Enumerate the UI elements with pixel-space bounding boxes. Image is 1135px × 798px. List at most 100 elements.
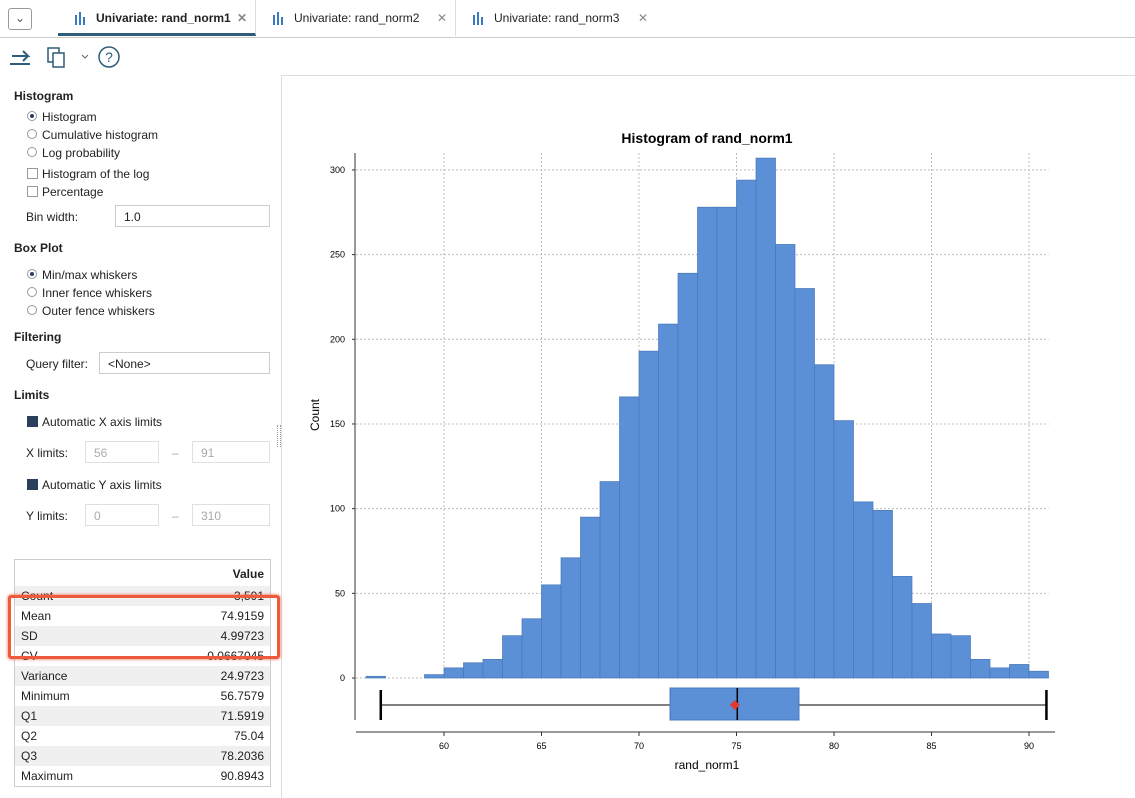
chart-title: Histogram of rand_norm1 (621, 130, 792, 146)
stat-value: 90.8943 (220, 769, 264, 783)
bar (463, 662, 484, 679)
stats-row: SD 4.99723 (15, 626, 270, 646)
close[interactable]: ✕ (236, 11, 247, 25)
checkbox[interactable] (27, 479, 38, 490)
splitter[interactable] (277, 425, 281, 447)
bar (716, 206, 737, 679)
bar (365, 675, 386, 679)
checkbox-label[interactable]: Histogram of the log (42, 167, 150, 181)
tab[interactable]: Univariate: rand_norm1 ✕ (58, 0, 256, 36)
stats-row: Q2 75.04 (15, 726, 270, 746)
y-tick-label: 100 (330, 504, 345, 514)
stats-row: Mean 74.9159 (15, 606, 270, 626)
tab-label: Univariate: rand_norm3 (494, 11, 620, 25)
y-tick-label: 200 (330, 334, 345, 344)
checkbox[interactable] (27, 186, 38, 197)
radio[interactable] (27, 305, 37, 315)
checkbox-label[interactable]: Percentage (42, 185, 104, 199)
x-tick-label: 60 (439, 741, 449, 751)
y-tick-label: 50 (335, 588, 345, 598)
bar (814, 364, 835, 679)
query-select[interactable]: <None> (99, 352, 270, 374)
radio-label[interactable]: Cumulative histogram (42, 128, 159, 142)
tab-label: Univariate: rand_norm2 (294, 11, 420, 25)
radio[interactable] (27, 287, 37, 297)
stats-row: Variance 24.9723 (15, 666, 270, 686)
radio[interactable] (27, 269, 37, 279)
checkbox-label[interactable]: Automatic X axis limits (42, 415, 163, 429)
y-max-input[interactable]: 310 (192, 504, 270, 526)
bar (931, 633, 952, 679)
checkbox[interactable] (27, 168, 38, 179)
bar (580, 516, 601, 679)
x-min-input[interactable]: 56 (85, 441, 159, 463)
copy-icon (52, 52, 65, 68)
x-max-input[interactable]: 91 (192, 441, 270, 463)
bar (658, 323, 679, 679)
stat-label: Mean (21, 609, 52, 623)
checkbox-label[interactable]: Automatic Y axis limits (42, 478, 162, 492)
bar (697, 206, 718, 679)
radio[interactable] (27, 111, 37, 121)
radio[interactable] (27, 147, 37, 157)
bar (970, 659, 991, 679)
dash: – (172, 509, 179, 523)
tab[interactable]: Univariate: rand_norm3 ✕ (456, 0, 656, 36)
bar (736, 179, 757, 679)
stat-label: Q1 (21, 709, 38, 723)
bin-width-input[interactable]: 1.0 (115, 205, 270, 227)
bar (443, 667, 464, 679)
bar (1009, 664, 1030, 679)
bar (502, 635, 523, 679)
radio-label[interactable]: Log probability (42, 146, 121, 160)
radio-label[interactable]: Inner fence whiskers (42, 286, 153, 300)
x-tick-label: 70 (634, 741, 644, 751)
stat-value: 4.99723 (220, 629, 264, 643)
section-title: Filtering (14, 330, 62, 344)
radio-label[interactable]: Min/max whiskers (42, 268, 138, 282)
section-title: Histogram (14, 89, 74, 103)
histogram-chart: Histogram of rand_norm1 rand_norm1 Count… (308, 130, 1055, 772)
x-tick-label: 85 (926, 741, 936, 751)
close[interactable]: ✕ (436, 11, 447, 25)
radio-label[interactable]: Outer fence whiskers (42, 304, 155, 318)
y-tick-label: 250 (330, 250, 345, 260)
tab-icon (273, 12, 283, 25)
bar (599, 481, 620, 679)
x-tick-label: 80 (829, 741, 839, 751)
y-min-input[interactable]: 0 (85, 504, 159, 526)
x-tick-label: 75 (731, 741, 741, 751)
radio-label[interactable]: Histogram (42, 110, 97, 124)
tab[interactable]: Univariate: rand_norm2 ✕ (256, 0, 456, 36)
help-mark: ? (105, 49, 113, 65)
bar (892, 576, 913, 679)
mean-marker (729, 700, 740, 710)
stat-value: 74.9159 (220, 609, 264, 623)
bar (677, 272, 698, 679)
menu-button[interactable]: ⌄ (8, 8, 32, 30)
help[interactable] (98, 46, 120, 68)
stat-label: SD (21, 629, 38, 643)
bar (950, 635, 971, 679)
bar (794, 288, 815, 679)
y-tick-label: 0 (340, 673, 345, 683)
bar (482, 659, 503, 679)
checkbox[interactable] (27, 416, 38, 427)
stat-value: 75.04 (233, 729, 264, 743)
dropdown[interactable] (81, 54, 89, 59)
bar (541, 584, 562, 679)
stat-label: Q2 (21, 729, 38, 743)
radio[interactable] (27, 129, 37, 139)
bar (755, 157, 776, 679)
stats-row: Q3 78.2036 (15, 746, 270, 766)
stat-label: Variance (21, 669, 68, 683)
stats-row: Minimum 56.7579 (15, 686, 270, 706)
column-header: Value (232, 567, 264, 581)
y-tick-label: 300 (330, 165, 345, 175)
export-icon[interactable] (10, 50, 31, 65)
stat-value: 71.5919 (220, 709, 264, 723)
bar (833, 420, 854, 679)
close[interactable]: ✕ (637, 11, 648, 25)
bar (872, 509, 893, 679)
